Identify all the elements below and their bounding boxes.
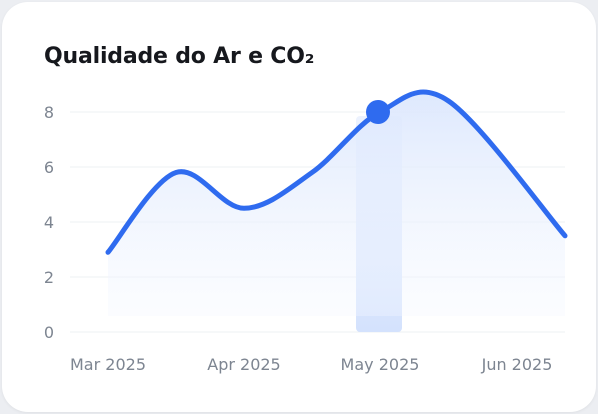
y-axis: 0 2 4 6 8 (44, 103, 54, 342)
chart-title: Qualidade do Ar e CO₂ (44, 44, 315, 69)
series-area-fill (108, 92, 565, 317)
y-tick-label-6: 6 (44, 158, 54, 177)
y-tick-label-4: 4 (44, 213, 54, 232)
x-tick-label: Apr 2025 (207, 355, 280, 374)
y-tick-label-0: 0 (44, 323, 54, 342)
y-tick-label-2: 2 (44, 268, 54, 287)
x-axis: Mar 2025 Apr 2025 May 2025 Jun 2025 (70, 355, 552, 374)
highlight-point[interactable] (366, 100, 390, 124)
x-tick-label: Mar 2025 (70, 355, 146, 374)
y-tick-label-8: 8 (44, 103, 54, 122)
x-tick-label: Jun 2025 (481, 355, 553, 374)
x-tick-label: May 2025 (341, 355, 420, 374)
series-layer (105, 89, 568, 317)
series-line (105, 89, 568, 255)
